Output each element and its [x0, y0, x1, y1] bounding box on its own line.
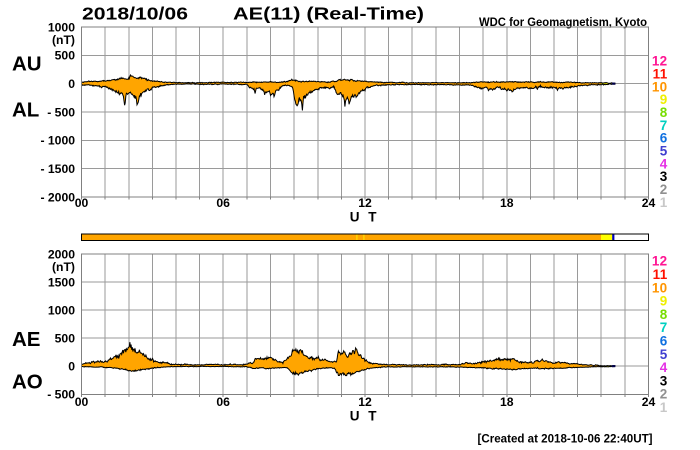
svg-text:3: 3: [660, 169, 668, 184]
svg-text:5: 5: [660, 347, 668, 362]
svg-text:500: 500: [55, 49, 76, 63]
svg-text:- 500: - 500: [47, 105, 75, 119]
svg-text:18: 18: [500, 395, 514, 409]
svg-text:- 1500: - 1500: [40, 162, 75, 176]
svg-text:U T: U T: [350, 210, 379, 225]
svg-text:WDC for Geomagnetism, Kyoto: WDC for Geomagnetism, Kyoto: [479, 16, 647, 29]
svg-text:AO: AO: [12, 371, 43, 394]
svg-text:- 1000: - 1000: [40, 134, 75, 148]
svg-text:4: 4: [660, 156, 668, 171]
svg-text:06: 06: [216, 196, 230, 210]
svg-text:8: 8: [660, 307, 668, 322]
svg-text:12: 12: [358, 395, 372, 409]
svg-text:0: 0: [68, 77, 75, 91]
svg-text:- 2000: - 2000: [40, 190, 75, 204]
svg-text:7: 7: [660, 118, 668, 133]
svg-text:7: 7: [660, 320, 668, 335]
svg-text:- 500: - 500: [47, 388, 75, 402]
svg-text:(nT): (nT): [52, 260, 75, 274]
svg-text:2: 2: [660, 387, 668, 402]
svg-text:1000: 1000: [48, 303, 75, 317]
svg-text:24: 24: [642, 395, 656, 409]
svg-text:10: 10: [652, 280, 668, 295]
svg-text:8: 8: [660, 105, 668, 120]
svg-text:1: 1: [660, 195, 668, 210]
svg-text:18: 18: [500, 196, 514, 210]
svg-text:[Created at 2018-10-06 22:40UT: [Created at 2018-10-06 22:40UT]: [478, 432, 653, 446]
svg-text:6: 6: [660, 131, 668, 146]
svg-text:1000: 1000: [48, 20, 75, 34]
svg-text:12: 12: [358, 196, 372, 210]
svg-text:6: 6: [660, 334, 668, 349]
svg-text:11: 11: [653, 67, 668, 82]
svg-text:(nT): (nT): [52, 33, 75, 47]
svg-text:11: 11: [653, 267, 668, 282]
svg-text:AU: AU: [12, 52, 42, 75]
svg-text:3: 3: [660, 373, 668, 388]
svg-text:500: 500: [55, 332, 76, 346]
svg-text:1500: 1500: [48, 275, 75, 289]
svg-text:0: 0: [68, 360, 75, 374]
svg-text:AL: AL: [12, 98, 39, 121]
svg-text:5: 5: [660, 144, 668, 159]
svg-text:9: 9: [660, 294, 668, 309]
svg-text:4: 4: [660, 360, 668, 375]
svg-text:00: 00: [75, 395, 89, 409]
svg-text:1: 1: [660, 400, 668, 415]
svg-text:24: 24: [642, 196, 656, 210]
svg-text:AE: AE: [12, 328, 40, 351]
svg-text:AE(11) (Real-Time): AE(11) (Real-Time): [233, 4, 424, 24]
svg-text:9: 9: [660, 92, 668, 107]
svg-text:00: 00: [75, 196, 89, 210]
svg-text:2018/10/06: 2018/10/06: [82, 4, 188, 24]
svg-text:12: 12: [652, 254, 668, 269]
svg-text:12: 12: [652, 54, 668, 69]
svg-text:2000: 2000: [48, 247, 75, 261]
svg-text:10: 10: [652, 79, 668, 94]
svg-text:2: 2: [660, 182, 668, 197]
svg-text:06: 06: [216, 395, 230, 409]
svg-text:U T: U T: [350, 409, 379, 424]
